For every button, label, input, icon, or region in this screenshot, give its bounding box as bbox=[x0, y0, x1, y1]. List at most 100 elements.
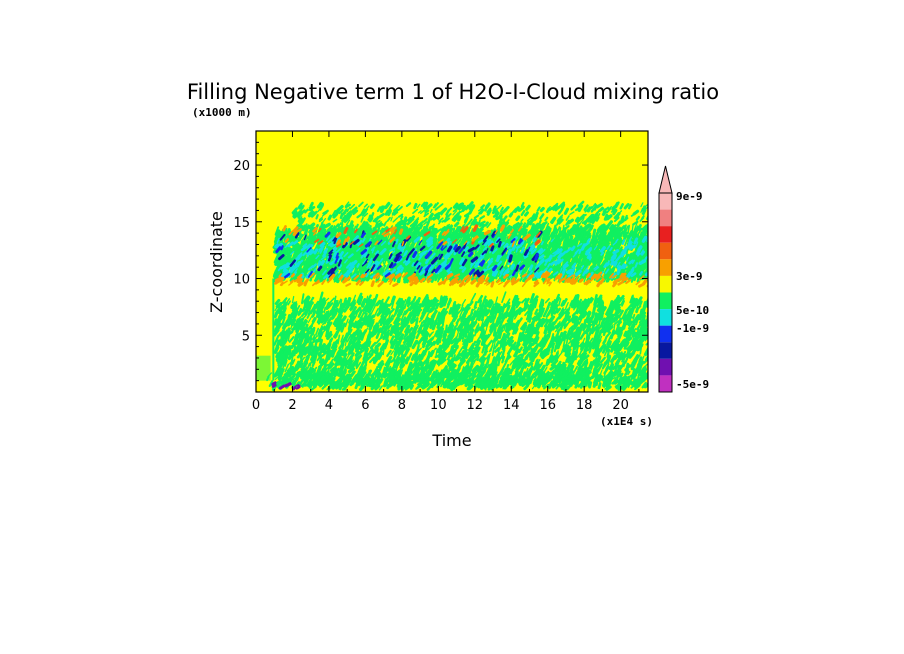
field-mark bbox=[604, 385, 610, 390]
field-mark bbox=[347, 357, 353, 367]
field-mark bbox=[644, 335, 648, 342]
field-mark bbox=[356, 292, 363, 304]
field-mark bbox=[406, 299, 411, 308]
field-mark bbox=[328, 378, 335, 385]
field-mark bbox=[311, 337, 316, 344]
field-mark bbox=[272, 328, 280, 337]
field-mark bbox=[364, 352, 371, 358]
field-mark bbox=[530, 307, 535, 313]
field-mark bbox=[639, 336, 647, 344]
field-mark bbox=[334, 330, 340, 338]
field-mark bbox=[363, 347, 369, 357]
field-mark bbox=[424, 295, 429, 305]
field-mark bbox=[617, 294, 625, 304]
field-mark bbox=[274, 376, 279, 381]
field-mark bbox=[611, 311, 618, 319]
field-mark bbox=[305, 324, 313, 332]
field-mark bbox=[378, 316, 385, 324]
field-mark bbox=[548, 369, 556, 378]
field-mark bbox=[281, 316, 286, 326]
field-mark bbox=[410, 318, 417, 325]
field-mark bbox=[439, 309, 445, 317]
field-mark bbox=[579, 344, 584, 356]
field-mark bbox=[477, 363, 485, 371]
field-mark bbox=[279, 313, 287, 321]
field-mark bbox=[289, 318, 295, 325]
field-mark bbox=[636, 322, 642, 331]
field-mark bbox=[599, 356, 606, 364]
field-mark bbox=[622, 340, 630, 347]
field-mark bbox=[366, 273, 373, 282]
field-mark bbox=[303, 356, 309, 365]
field-mark bbox=[574, 374, 581, 380]
field-mark bbox=[369, 347, 374, 353]
field-mark bbox=[412, 315, 416, 321]
field-mark bbox=[620, 297, 625, 306]
field-mark bbox=[389, 358, 396, 364]
field-mark bbox=[560, 383, 567, 390]
field-mark bbox=[573, 301, 581, 310]
field-mark bbox=[562, 333, 567, 342]
field-mark bbox=[488, 344, 494, 353]
field-mark bbox=[523, 349, 529, 355]
field-mark bbox=[278, 357, 284, 365]
field-mark bbox=[429, 369, 433, 375]
field-mark bbox=[468, 300, 474, 307]
field-mark bbox=[473, 380, 480, 388]
field-mark bbox=[319, 298, 324, 305]
field-mark bbox=[301, 319, 308, 329]
field-mark bbox=[635, 340, 641, 348]
field-mark bbox=[382, 378, 388, 388]
field-mark bbox=[621, 356, 625, 363]
field-mark bbox=[311, 360, 316, 368]
field-mark bbox=[281, 301, 288, 310]
field-mark bbox=[375, 299, 382, 307]
field-mark bbox=[424, 313, 429, 322]
field-mark bbox=[407, 334, 412, 342]
field-mark bbox=[338, 364, 344, 372]
field-mark bbox=[468, 336, 473, 344]
field-mark bbox=[323, 297, 330, 303]
field-mark bbox=[506, 368, 513, 375]
field-mark bbox=[307, 381, 312, 388]
field-mark bbox=[613, 351, 621, 360]
field-mark bbox=[344, 378, 350, 385]
field-mark bbox=[550, 333, 555, 342]
field-mark bbox=[627, 380, 633, 387]
field-mark bbox=[318, 354, 323, 364]
field-mark bbox=[483, 344, 489, 356]
field-mark bbox=[559, 311, 564, 318]
field-mark bbox=[495, 384, 502, 389]
field-mark bbox=[514, 370, 519, 378]
field-mark bbox=[569, 299, 574, 307]
field-mark bbox=[523, 377, 529, 382]
field-mark bbox=[614, 382, 622, 389]
field-mark bbox=[518, 346, 523, 354]
field-mark bbox=[326, 330, 333, 339]
field-mark bbox=[493, 383, 500, 389]
field-mark bbox=[568, 367, 573, 375]
field-mark bbox=[391, 295, 396, 303]
field-mark bbox=[358, 380, 362, 387]
field-mark bbox=[592, 369, 598, 376]
field-mark bbox=[426, 377, 432, 383]
field-mark bbox=[415, 383, 422, 390]
field-mark bbox=[564, 301, 569, 311]
field-mark bbox=[560, 299, 566, 307]
field-mark bbox=[335, 319, 341, 330]
field-mark bbox=[342, 373, 349, 381]
field-mark bbox=[515, 301, 522, 309]
field-mark bbox=[604, 318, 611, 328]
field-mark bbox=[324, 381, 329, 388]
field-mark bbox=[539, 341, 544, 348]
field-mark bbox=[318, 291, 324, 303]
field-mark bbox=[529, 299, 536, 310]
field-mark bbox=[488, 300, 494, 309]
field-mark bbox=[441, 338, 448, 348]
field-mark bbox=[572, 339, 577, 348]
field-mark bbox=[383, 371, 391, 378]
field-mark bbox=[366, 328, 371, 340]
field-mark bbox=[491, 346, 496, 357]
field-mark bbox=[606, 354, 612, 364]
